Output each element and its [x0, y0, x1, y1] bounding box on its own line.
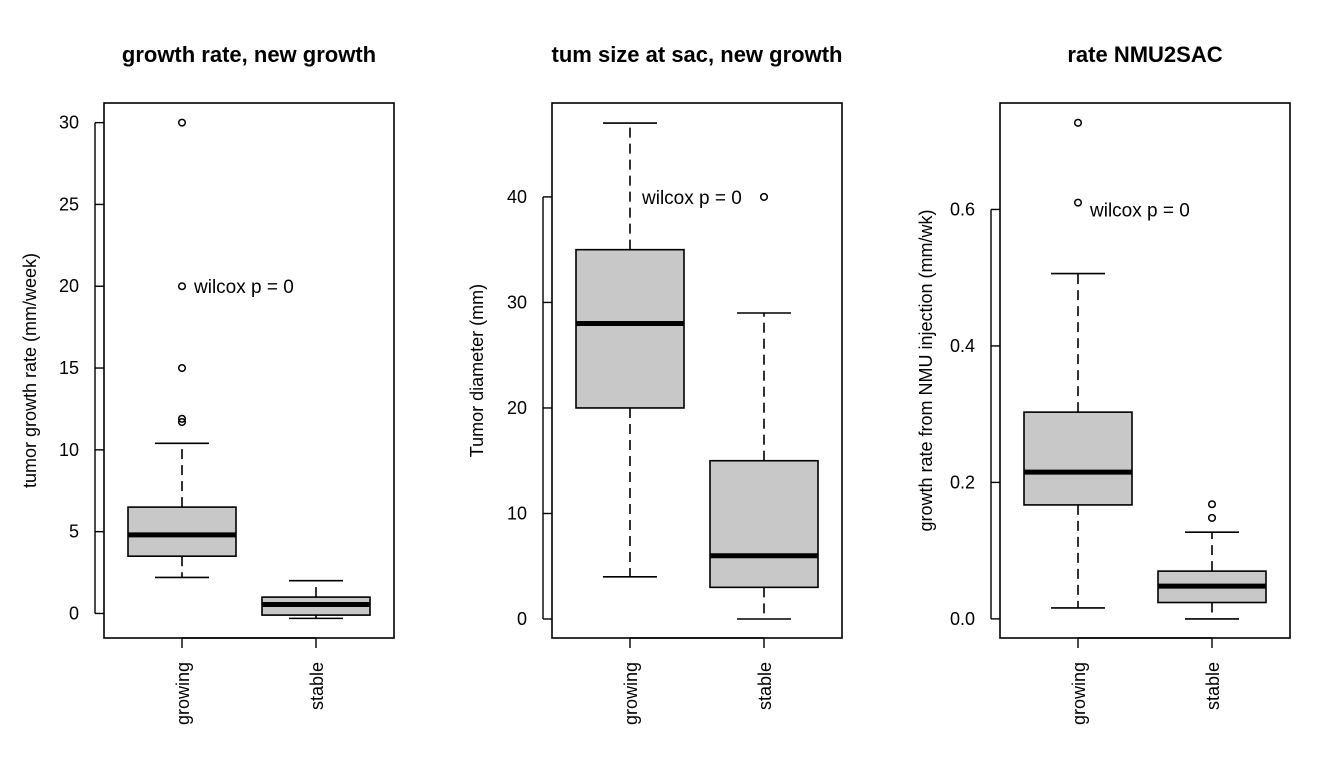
- chart-title: growth rate, new growth: [122, 42, 376, 67]
- outlier-point: [177, 417, 187, 427]
- box-body: [709, 459, 819, 589]
- y-tick-label: 40: [507, 187, 527, 207]
- y-tick-label: 20: [507, 398, 527, 418]
- y-tick-label: 10: [507, 503, 527, 523]
- plot-frame: [999, 102, 1291, 639]
- y-tick-label: 20: [59, 276, 79, 296]
- y-axis-label: Tumor diameter (mm): [467, 284, 487, 457]
- outlier-point: [759, 192, 769, 201]
- y-axis-label: growth rate from NMU injection (mm/wk): [916, 209, 936, 531]
- outlier-point: [1207, 513, 1217, 522]
- chart-panel-3: rate NMU2SAC 0.0 0.2 0.4 0.6 growth rate from…: [916, 42, 1291, 725]
- y-tick-label: 30: [507, 292, 527, 312]
- chart-title: rate NMU2SAC: [1067, 42, 1222, 67]
- box-growing: [575, 122, 685, 578]
- x-tick-label: growing: [621, 662, 641, 725]
- y-tick-label: 30: [59, 113, 79, 133]
- y-tick-label: 0.2: [950, 472, 975, 492]
- outlier-point: [177, 118, 187, 127]
- y-tick-label: 0.4: [950, 336, 975, 356]
- outlier-point: [177, 282, 187, 291]
- outlier-point: [177, 414, 187, 423]
- outlier-point: [177, 363, 187, 373]
- y-tick-label: 0.6: [950, 199, 975, 219]
- chart-panel-2: tum size at sac, new growth 0 10 20 30 40 Tumo…: [467, 42, 843, 725]
- plot-frame: [103, 102, 395, 639]
- y-tick-label: 0: [517, 609, 527, 629]
- box-body: [127, 506, 237, 557]
- y-axis-label: tumor growth rate (mm/week): [20, 253, 40, 488]
- box-body: [575, 248, 685, 409]
- box-stable: [1157, 500, 1267, 620]
- x-tick-label: growing: [173, 662, 193, 725]
- y-tick-label: 25: [59, 194, 79, 214]
- annotation-wilcox: wilcox p = 0: [193, 277, 294, 298]
- y-tick-label: 5: [69, 522, 79, 542]
- x-tick-label: growing: [1069, 662, 1089, 725]
- box-stable: [261, 579, 371, 620]
- x-tick-label: stable: [755, 662, 775, 710]
- x-tick-label: stable: [307, 662, 327, 710]
- chart-title: tum size at sac, new growth: [552, 42, 843, 67]
- x-tick-label: stable: [1203, 662, 1223, 710]
- annotation-wilcox: wilcox p = 0: [1089, 200, 1190, 221]
- outlier-point: [1207, 500, 1217, 509]
- box-growing: [1023, 118, 1133, 609]
- outlier-point: [1073, 118, 1083, 127]
- box-stable: [709, 192, 819, 620]
- box-growing: [127, 118, 237, 579]
- y-tick-label: 0: [69, 603, 79, 623]
- y-tick-label: 10: [59, 440, 79, 460]
- chart-panel-1: growth rate, new growth 0 5 10 15 20 25 30 tumor…: [20, 42, 395, 725]
- y-tick-label: 15: [59, 358, 79, 378]
- outlier-point: [1073, 198, 1083, 207]
- box-body: [1023, 411, 1133, 506]
- annotation-wilcox: wilcox p = 0: [641, 188, 742, 209]
- y-tick-label: 0.0: [950, 609, 975, 629]
